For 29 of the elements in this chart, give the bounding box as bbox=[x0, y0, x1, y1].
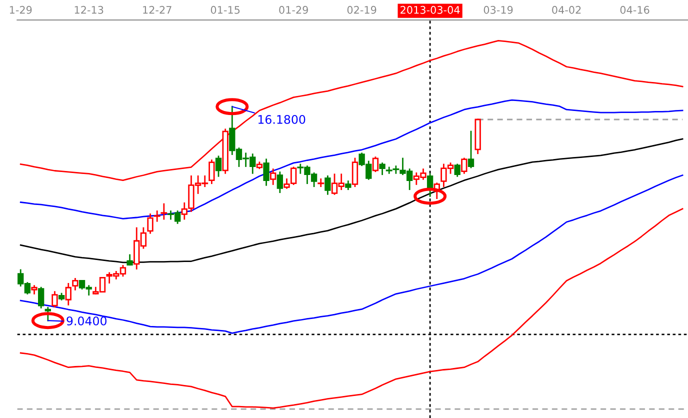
candlestick bbox=[324, 175, 331, 195]
candlestick bbox=[208, 160, 215, 184]
x-tick-label: 2013-03-04 bbox=[400, 6, 460, 14]
candlestick bbox=[318, 178, 324, 188]
x-tick-label: 01-29 bbox=[279, 6, 308, 14]
candlestick bbox=[44, 307, 51, 322]
candlestick bbox=[58, 292, 65, 300]
annotation: 9.0400 bbox=[66, 316, 106, 326]
x-tick-label: 12-27 bbox=[143, 6, 172, 14]
candlestick bbox=[160, 203, 168, 220]
x-tick-label: 04-02 bbox=[552, 6, 581, 14]
candlestick bbox=[345, 180, 352, 190]
candlestick bbox=[147, 214, 154, 234]
annotation: 16.1800 bbox=[258, 115, 306, 124]
x-tick-label: 1-29 bbox=[10, 6, 32, 14]
candlestick bbox=[65, 283, 72, 306]
candlestick bbox=[263, 158, 270, 186]
candlestick bbox=[222, 128, 228, 174]
candlestick bbox=[72, 278, 78, 290]
x-tick-label: 12-13 bbox=[74, 6, 104, 14]
candlestick bbox=[270, 168, 276, 185]
x-tick-label: 03-19 bbox=[484, 6, 513, 14]
x-tick-label: 04-16 bbox=[620, 6, 650, 14]
x-tick-label: 02-19 bbox=[347, 6, 376, 14]
x-tick-label: 01-15 bbox=[210, 6, 240, 14]
candlestick bbox=[31, 285, 38, 294]
candlestick bbox=[276, 172, 284, 194]
candlestick bbox=[379, 162, 386, 176]
candlestick bbox=[154, 210, 160, 222]
